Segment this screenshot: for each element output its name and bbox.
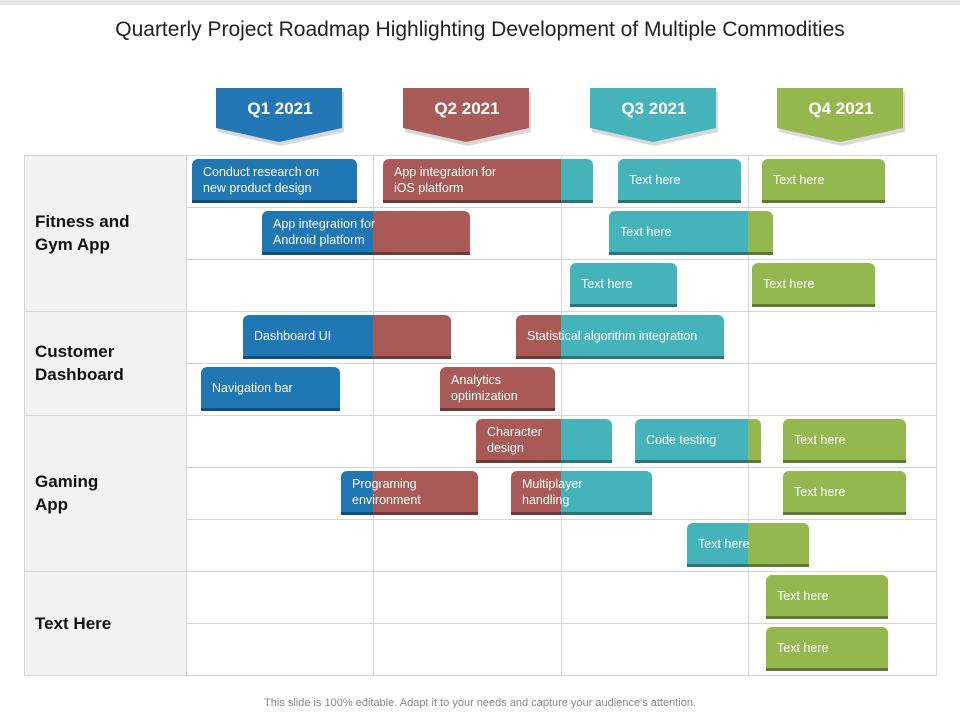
category-cell [24,155,186,311]
grid-column-line [748,155,749,676]
task-label: Text here [777,640,829,655]
grid-column-line [186,155,187,676]
quarter-banner-4: Q4 2021 [777,88,905,146]
category-cell [24,311,186,415]
roadmap-task-bar[interactable]: Navigation bar [201,367,340,411]
roadmap-task-bar[interactable]: Text here [783,419,906,463]
task-label: Programing environment [352,476,421,507]
category-label: Gaming App [35,472,99,514]
slide-footer: This slide is 100% editable. Adapt it to… [264,697,696,709]
task-label: Navigation bar [212,380,293,395]
task-label: Text here [763,276,815,291]
roadmap-task-bar[interactable]: Dashboard UI [243,315,451,359]
category-cell [24,415,186,571]
task-label: Text here [794,484,846,499]
task-label: Code testing [646,432,717,447]
quarter-banner-1: Q1 2021 [216,88,344,146]
grid-column-line [936,155,937,676]
task-label: Conduct research on new product design [203,164,320,195]
quarter-label: Q2 2021 [434,99,500,118]
roadmap-task-bar[interactable]: Code testing [635,419,761,463]
roadmap-task-bar[interactable]: Text here [766,627,888,671]
roadmap-task-bar[interactable]: Text here [762,159,885,203]
roadmap-task-bar[interactable]: Text here [752,263,875,307]
task-label: Statistical algorithm integration [527,328,698,343]
roadmap-task-bar[interactable]: Text here [570,263,677,307]
roadmap-task-bar[interactable]: Text here [766,575,888,619]
roadmap-task-bar[interactable]: Analytics optimization [440,367,555,411]
roadmap-task-bar[interactable]: Text here [783,471,906,515]
task-label: Text here [773,172,825,187]
task-label: Analytics optimization [451,372,518,403]
category-label: Text Here [35,613,112,633]
grid-row-line [24,571,937,572]
roadmap-task-bar[interactable]: Statistical algorithm integration [516,315,724,359]
grid-row-line [24,415,937,416]
roadmap-task-bar[interactable]: App integration for iOS platform [383,159,593,203]
task-label: Character design [487,424,542,455]
task-label: Text here [698,536,750,551]
grid-column-line [561,155,562,676]
grid-column-line [373,155,374,676]
grid-row-line [24,311,937,312]
grid-row-line [24,155,937,156]
task-label: Text here [777,588,829,603]
category-label: Customer Dashboard [35,342,124,384]
task-label: Text here [581,276,633,291]
roadmap-task-bar[interactable]: Text here [618,159,741,203]
roadmap-task-bar[interactable]: Multiplayer handling [511,471,652,515]
task-label: Text here [629,172,681,187]
grid-row-line [24,675,937,676]
quarter-banner-2: Q2 2021 [403,88,531,146]
roadmap-task-bar[interactable]: Character design [476,419,612,463]
quarter-label: Q3 2021 [621,99,687,118]
category-cell [24,571,186,675]
task-label: App integration for iOS platform [394,164,497,195]
roadmap-task-bar[interactable]: Text here [609,211,773,255]
task-label: Text here [620,224,672,239]
quarter-label: Q1 2021 [247,99,313,118]
top-accent-bar [0,0,960,5]
roadmap-task-bar[interactable]: App integration for Android platform [262,211,470,255]
quarter-banner-3: Q3 2021 [590,88,718,146]
category-label: Fitness and Gym App [35,212,130,254]
roadmap-task-bar[interactable]: Text here [687,523,809,567]
roadmap-task-bar[interactable]: Programing environment [341,471,478,515]
roadmap-task-bar[interactable]: Conduct research on new product design [192,159,357,203]
task-label: Text here [794,432,846,447]
grid-column-line [24,155,25,676]
task-label: Dashboard UI [254,328,332,343]
quarter-label: Q4 2021 [808,99,874,118]
task-label: App integration for Android platform [273,216,376,247]
task-label: Multiplayer handling [522,476,583,507]
slide-title: Quarterly Project Roadmap Highlighting D… [115,18,845,41]
